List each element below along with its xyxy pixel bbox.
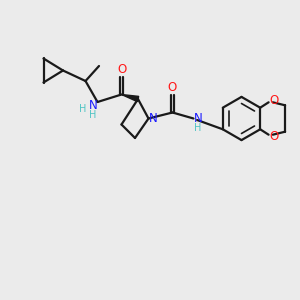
Text: O: O	[168, 81, 177, 94]
Text: O: O	[269, 94, 279, 107]
Text: H: H	[89, 110, 97, 120]
Text: N: N	[88, 99, 98, 112]
Text: H: H	[194, 123, 202, 134]
Text: N: N	[194, 112, 202, 125]
Text: O: O	[117, 63, 126, 76]
Text: N: N	[149, 112, 158, 125]
Text: H: H	[79, 104, 86, 115]
Polygon shape	[122, 94, 139, 102]
Text: O: O	[269, 130, 279, 143]
